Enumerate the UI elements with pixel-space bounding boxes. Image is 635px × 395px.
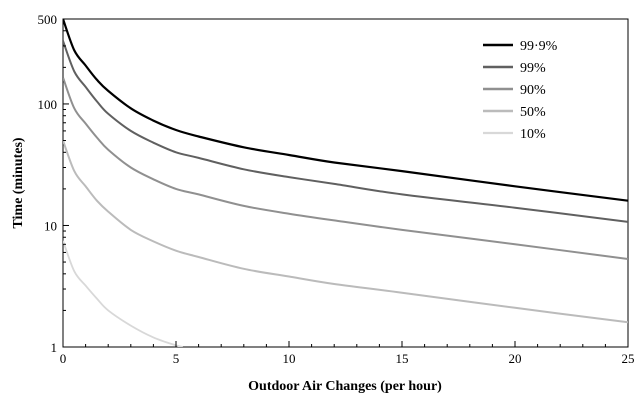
x-tick-label: 0 — [60, 351, 67, 366]
plot-area — [62, 18, 629, 348]
series-line-5 — [63, 240, 184, 347]
x-tick-label: 25 — [622, 351, 635, 366]
y-tick-label: 500 — [38, 12, 58, 27]
y-tick-label: 10 — [44, 218, 57, 233]
legend-label: 90% — [520, 83, 546, 98]
x-tick-label: 5 — [173, 351, 180, 366]
x-tick-label: 15 — [396, 351, 409, 366]
y-axis-title: Time (minutes) — [11, 137, 26, 228]
x-axis: 0 5 10 15 20 25 — [60, 341, 635, 366]
series-line-3 — [63, 77, 628, 260]
y-axis: 1 10 100 500 — [38, 12, 69, 355]
legend-label: 99% — [520, 61, 546, 76]
series-line-4 — [63, 140, 628, 324]
series-layer — [63, 19, 628, 347]
series-line-1 — [63, 19, 628, 202]
x-axis-title: Outdoor Air Changes (per hour) — [248, 379, 442, 394]
x-tick-label: 10 — [283, 351, 296, 366]
legend-label: 10% — [520, 127, 546, 142]
legend-label: 50% — [520, 105, 546, 120]
legend: 99·9% 99% 90% 50% 10% — [483, 39, 558, 142]
y-tick-label: 1 — [51, 340, 58, 355]
series-line-2 — [63, 40, 628, 223]
y-tick-label: 100 — [38, 97, 58, 112]
x-tick-label: 20 — [509, 351, 522, 366]
legend-label: 99·9% — [520, 39, 558, 54]
